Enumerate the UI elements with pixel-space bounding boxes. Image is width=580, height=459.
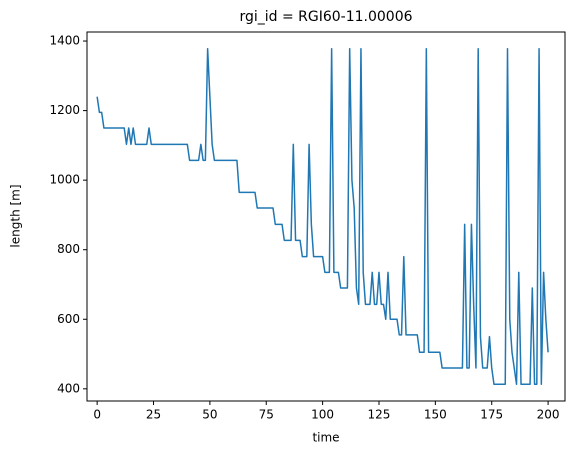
y-axis-label: length [m] <box>9 184 23 247</box>
x-tick-label: 75 <box>259 408 274 422</box>
x-tick-label: 200 <box>537 408 560 422</box>
x-tick-label: 0 <box>93 408 101 422</box>
plot-frame <box>86 31 566 402</box>
x-tick-label: 50 <box>202 408 217 422</box>
chart-title: rgi_id = RGI60-11.00006 <box>239 9 412 25</box>
y-tick-label: 1400 <box>49 34 80 48</box>
x-tick-label: 25 <box>146 408 161 422</box>
x-tick-label: 175 <box>480 408 503 422</box>
x-tick-label: 150 <box>424 408 447 422</box>
y-tick-label: 1000 <box>49 173 80 187</box>
y-tick-label: 800 <box>57 242 80 256</box>
x-tick-label: 100 <box>311 408 334 422</box>
x-axis-label: time <box>312 431 339 445</box>
x-tick-label: 125 <box>368 408 391 422</box>
y-tick-label: 1200 <box>49 103 80 117</box>
series-line <box>96 47 549 386</box>
y-tick-label: 400 <box>57 381 80 395</box>
y-tick-label: 600 <box>57 312 80 326</box>
